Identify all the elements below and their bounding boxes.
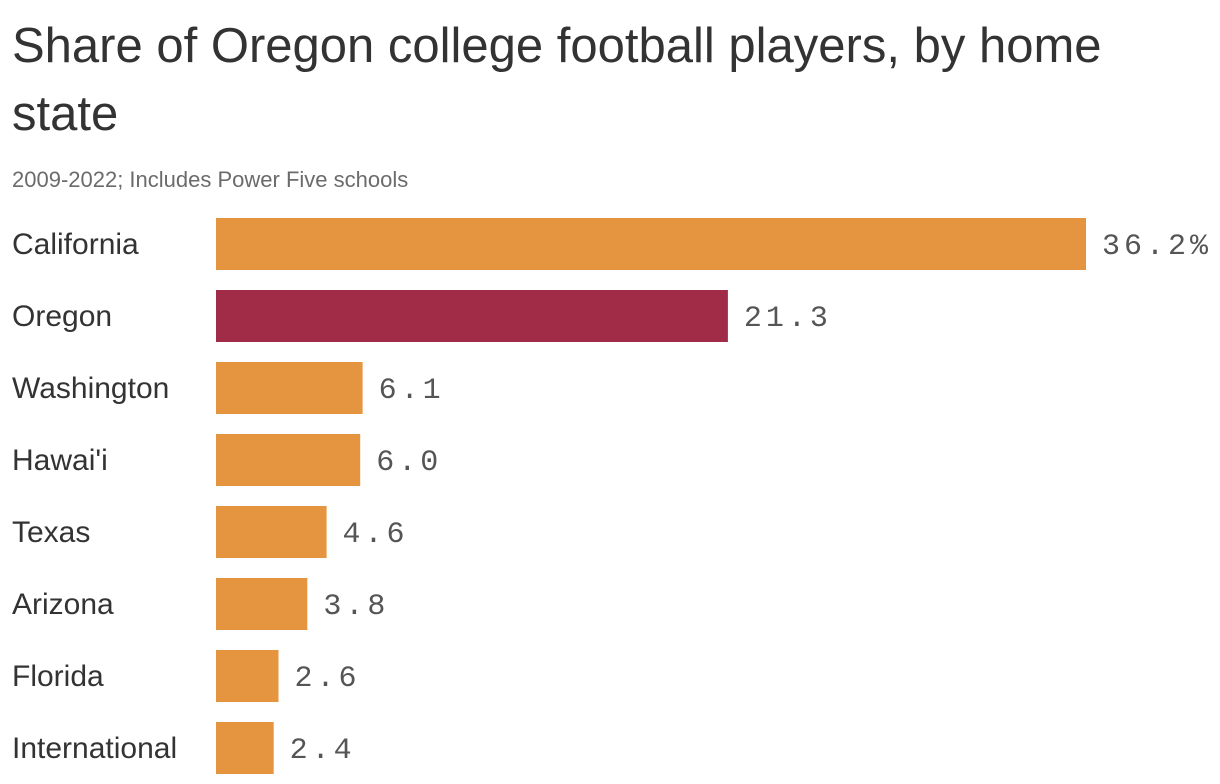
bar-california (216, 218, 1086, 270)
value-label-california: 36.2% (1102, 230, 1212, 264)
value-label-arizona: 3.8 (323, 590, 389, 624)
bar-international (216, 722, 274, 774)
category-label-arizona: Arizona (12, 588, 114, 621)
bar-florida (216, 650, 279, 702)
chart-subtitle: 2009-2022; Includes Power Five schools (12, 167, 409, 192)
bar-arizona (216, 578, 308, 630)
value-label-washington: 6.1 (379, 374, 445, 408)
bar-washington (216, 362, 363, 414)
bar-hawai-i (216, 434, 361, 486)
value-label-texas: 4.6 (343, 518, 409, 552)
bar-oregon (216, 290, 728, 342)
value-label-international: 2.4 (290, 734, 356, 768)
bar-texas (216, 506, 327, 558)
category-label-california: California (12, 228, 139, 261)
value-label-oregon: 21.3 (744, 302, 832, 336)
category-label-hawai-i: Hawai'i (12, 444, 108, 477)
category-label-washington: Washington (12, 372, 169, 405)
category-label-oregon: Oregon (12, 300, 112, 333)
chart-title: Share of Oregon college football players… (12, 19, 1102, 141)
category-label-florida: Florida (12, 660, 104, 693)
value-label-hawai-i: 6.0 (376, 446, 442, 480)
category-label-international: International (12, 732, 177, 765)
category-label-texas: Texas (12, 516, 90, 549)
value-label-florida: 2.6 (294, 662, 360, 696)
